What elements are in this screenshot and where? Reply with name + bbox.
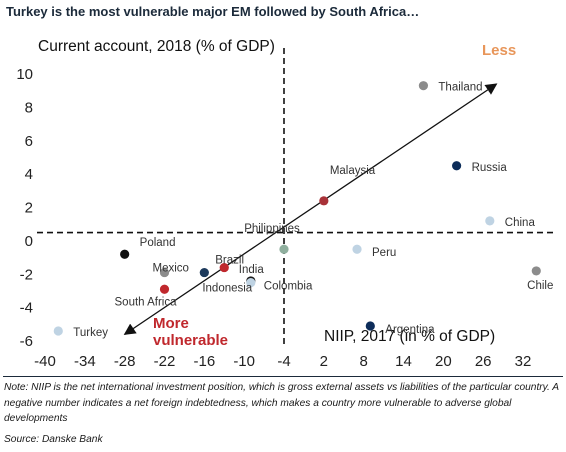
- label-china: China: [505, 217, 536, 229]
- footer-divider: [3, 376, 563, 377]
- label-malaysia: Malaysia: [330, 165, 376, 177]
- x-tick-label: -40: [34, 353, 56, 370]
- label-colombia: Colombia: [264, 281, 313, 293]
- source-note: Source: Danske Bank: [4, 434, 103, 445]
- x-tick-label: 20: [435, 353, 452, 370]
- label-poland: Poland: [140, 237, 176, 249]
- point-peru: [352, 244, 362, 254]
- y-tick-label: 0: [25, 233, 33, 250]
- x-tick-label: 8: [359, 353, 367, 370]
- point-chile: [531, 266, 541, 276]
- x-tick-label: 14: [395, 353, 412, 370]
- point-russia: [452, 161, 462, 171]
- label-turkey: Turkey: [73, 327, 108, 339]
- y-tick-label: 6: [25, 133, 33, 150]
- label-peru: Peru: [372, 247, 396, 259]
- label-brazil: Brazil: [215, 255, 244, 267]
- label-chile: Chile: [527, 280, 553, 292]
- x-tick-label: -16: [193, 353, 215, 370]
- vulnerability-arrow: [123, 83, 498, 335]
- y-axis-label: Current account, 2018 (% of GDP): [38, 38, 275, 55]
- point-thailand: [418, 81, 429, 91]
- label-india: India: [239, 264, 265, 276]
- label-thailand: Thailand: [438, 82, 482, 94]
- point-mexico: [159, 267, 170, 278]
- scatter-plot: -40 -34 -28 -22 -16 -10 -4 2 8 14 20 26 32 -6 -4 -2 0 2 4 6…: [16, 48, 556, 370]
- footnote: Note: NIIP is the net international inve…: [4, 382, 559, 424]
- x-tick-label: -28: [114, 353, 136, 370]
- less-vulnerable-annotation: Less: [482, 42, 517, 59]
- point-philippines: [279, 244, 289, 254]
- label-indonesia: Indonesia: [202, 283, 252, 295]
- point-colombia: [246, 277, 256, 288]
- point-malaysia: [319, 196, 329, 206]
- point-turkey: [53, 326, 63, 336]
- label-argentina: Argentina: [385, 324, 435, 336]
- point-argentina: [365, 321, 375, 331]
- y-tick-label: 8: [25, 99, 33, 116]
- y-tick-label: -2: [20, 266, 33, 283]
- y-tick-label: -6: [20, 333, 33, 350]
- y-tick-label: -4: [20, 300, 33, 317]
- y-tick-label: 4: [25, 166, 33, 183]
- x-tick-label: 26: [475, 353, 492, 370]
- x-tick-label: 32: [515, 353, 532, 370]
- point-indonesia: [199, 267, 209, 278]
- y-tick-label: 10: [16, 66, 33, 83]
- chart-title: Turkey is the most vulnerable major EM f…: [6, 4, 420, 19]
- label-russia: Russia: [472, 162, 508, 174]
- x-tick-label: 2: [320, 353, 328, 370]
- label-philippines: Philippines: [244, 223, 300, 235]
- x-tick-label: -34: [74, 353, 96, 370]
- point-brazil: [219, 262, 229, 273]
- x-tick-label: -22: [154, 353, 176, 370]
- x-tick-label: -10: [233, 353, 255, 370]
- point-south-africa: [159, 284, 170, 294]
- label-mexico: Mexico: [153, 263, 189, 275]
- label-south-africa: South Africa: [115, 296, 178, 308]
- point-poland: [120, 249, 130, 259]
- x-tick-label: -4: [277, 353, 290, 370]
- y-tick-label: 2: [25, 200, 33, 217]
- point-china: [485, 216, 495, 226]
